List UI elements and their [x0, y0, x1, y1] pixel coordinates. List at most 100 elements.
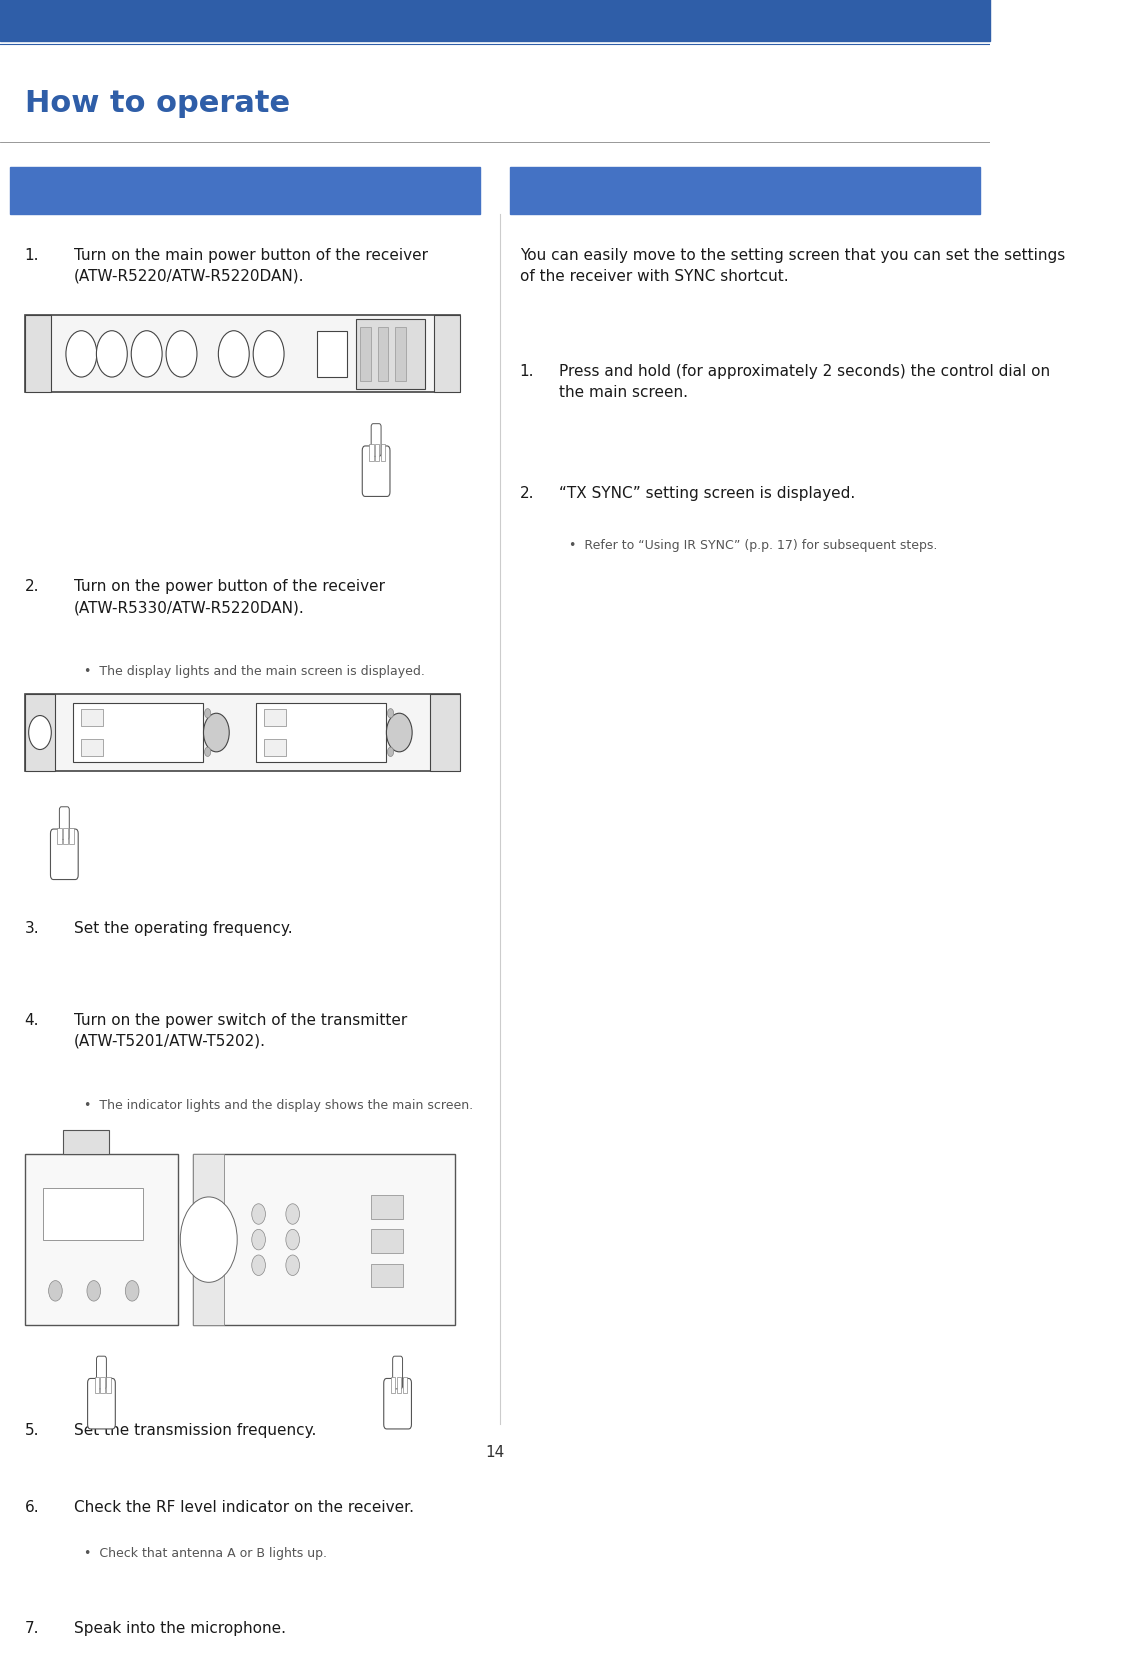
Bar [360, 328, 371, 382]
Circle shape [251, 1205, 266, 1225]
Bar [0, 0, 990, 41]
Bar [101, 1377, 104, 1394]
Circle shape [386, 713, 412, 753]
Bar [369, 445, 374, 462]
Bar [57, 828, 62, 844]
Text: 3.: 3. [25, 920, 39, 935]
Bar [25, 695, 55, 771]
Bar [63, 1130, 109, 1155]
Text: 1.: 1. [25, 248, 39, 263]
Bar [70, 828, 74, 844]
Circle shape [254, 331, 284, 377]
Bar [265, 710, 286, 727]
Bar [434, 316, 460, 394]
Text: Turn on the power switch of the transmitter
(ATW-T5201/ATW-T5202).: Turn on the power switch of the transmit… [74, 1013, 407, 1048]
Text: Turn on the main power button of the receiver
(ATW-R5220/ATW-R5220DAN).: Turn on the main power button of the rec… [74, 248, 429, 283]
FancyBboxPatch shape [88, 1379, 116, 1428]
Circle shape [204, 710, 211, 718]
Bar [82, 710, 103, 727]
Circle shape [204, 748, 211, 756]
Circle shape [251, 1254, 266, 1276]
Circle shape [96, 331, 127, 377]
Bar [395, 328, 406, 382]
Text: 6.: 6. [25, 1499, 39, 1514]
Bar [265, 740, 286, 756]
Text: 5.: 5. [25, 1422, 39, 1437]
Bar [390, 1377, 395, 1394]
Text: Using SYNC shortcut: Using SYNC shortcut [525, 182, 752, 200]
Bar [316, 331, 347, 377]
Bar [371, 1195, 403, 1220]
Circle shape [219, 331, 249, 377]
Bar [73, 703, 203, 763]
FancyBboxPatch shape [393, 1357, 403, 1389]
Bar [25, 1155, 178, 1326]
Text: “TX SYNC” setting screen is displayed.: “TX SYNC” setting screen is displayed. [559, 485, 855, 500]
Text: 1.: 1. [519, 364, 534, 379]
Bar [63, 828, 67, 844]
Text: •  Check that antenna A or B lights up.: • Check that antenna A or B lights up. [84, 1546, 328, 1559]
Bar [25, 695, 460, 771]
Bar [10, 167, 480, 215]
Circle shape [48, 1281, 62, 1301]
Text: How to operate: How to operate [25, 89, 289, 118]
Text: You can easily move to the setting screen that you can set the settings
of the r: You can easily move to the setting scree… [519, 248, 1065, 283]
Text: •  The indicator lights and the display shows the main screen.: • The indicator lights and the display s… [84, 1099, 473, 1111]
Circle shape [286, 1230, 300, 1250]
Bar [356, 319, 425, 389]
Bar [377, 328, 388, 382]
Bar [403, 1377, 407, 1394]
Circle shape [203, 713, 229, 753]
FancyBboxPatch shape [384, 1379, 412, 1428]
FancyBboxPatch shape [50, 829, 79, 880]
Bar [396, 1377, 401, 1394]
Text: Set the operating frequency.: Set the operating frequency. [74, 920, 293, 935]
Bar [107, 1377, 111, 1394]
Circle shape [387, 748, 394, 756]
Circle shape [86, 1281, 101, 1301]
Bar [43, 1188, 142, 1240]
Circle shape [166, 331, 197, 377]
Text: Turn on the power button of the receiver
(ATW-R5330/ATW-R5220DAN).: Turn on the power button of the receiver… [74, 579, 385, 614]
Bar [371, 1230, 403, 1253]
Bar [256, 703, 386, 763]
Circle shape [181, 1197, 237, 1283]
Text: ATW-T5202: ATW-T5202 [273, 1155, 350, 1168]
FancyBboxPatch shape [59, 808, 70, 841]
Circle shape [387, 710, 394, 718]
Bar [193, 1155, 224, 1326]
Text: •  Refer to “Using IR SYNC” (p.p. 17) for subsequent steps.: • Refer to “Using IR SYNC” (p.p. 17) for… [569, 538, 938, 551]
Circle shape [126, 1281, 139, 1301]
FancyBboxPatch shape [362, 447, 390, 496]
FancyBboxPatch shape [371, 424, 381, 457]
Circle shape [286, 1254, 300, 1276]
Bar [381, 445, 386, 462]
Bar [25, 316, 460, 394]
Text: 2.: 2. [519, 485, 534, 500]
Text: ATW-T5201: ATW-T5201 [46, 1155, 122, 1168]
Text: 7.: 7. [25, 1620, 39, 1635]
Bar [375, 445, 379, 462]
Text: 4.: 4. [25, 1013, 39, 1028]
Text: Speak into the microphone.: Speak into the microphone. [74, 1620, 286, 1635]
Text: Press and hold (for approximately 2 seconds) the control dial on
the main screen: Press and hold (for approximately 2 seco… [559, 364, 1050, 399]
Circle shape [131, 331, 162, 377]
Circle shape [251, 1230, 266, 1250]
Bar [25, 316, 50, 394]
Circle shape [286, 1205, 300, 1225]
Bar [82, 740, 103, 756]
Text: Check the RF level indicator on the receiver.: Check the RF level indicator on the rece… [74, 1499, 414, 1514]
Circle shape [66, 331, 96, 377]
Circle shape [29, 717, 52, 750]
Bar [509, 167, 980, 215]
Bar [94, 1377, 99, 1394]
Text: •  The display lights and the main screen is displayed.: • The display lights and the main screen… [84, 665, 425, 679]
Bar [193, 1155, 456, 1326]
Text: Basic operation: Basic operation [25, 182, 196, 200]
FancyBboxPatch shape [96, 1357, 107, 1389]
Text: 14: 14 [486, 1443, 505, 1458]
Text: 2.: 2. [25, 579, 39, 594]
Bar [371, 1264, 403, 1288]
Text: Set the transmission frequency.: Set the transmission frequency. [74, 1422, 316, 1437]
Bar [430, 695, 460, 771]
